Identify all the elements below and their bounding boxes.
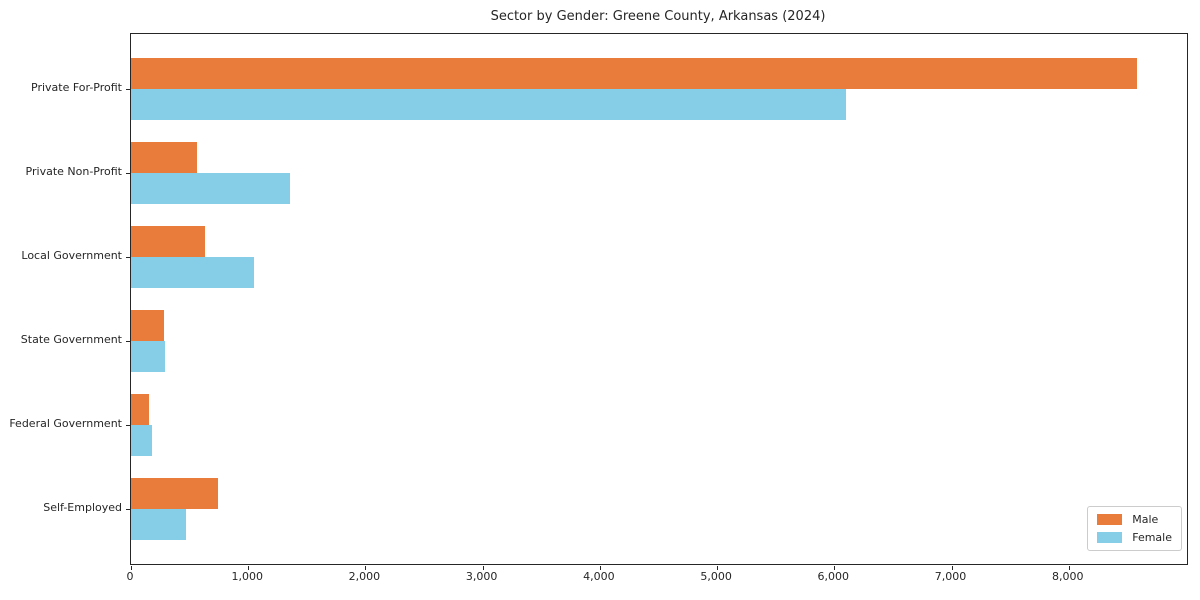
y-axis-label: Local Government [21, 249, 122, 262]
x-axis-tick-label: 0 [126, 570, 134, 583]
chart-title: Sector by Gender: Greene County, Arkansa… [490, 9, 826, 24]
legend-label-female: Female [1132, 531, 1172, 544]
y-axis-label: Private For-Profit [31, 81, 122, 94]
x-axis-tick [1068, 566, 1070, 570]
x-axis-tick [951, 566, 953, 570]
bar-female-category-1 [131, 173, 290, 204]
y-axis-label: Private Non-Profit [25, 165, 122, 178]
legend: Male Female [1087, 506, 1182, 551]
bar-female-category-2 [131, 257, 255, 288]
bar-male-category-5 [131, 478, 218, 509]
y-axis-tick [126, 89, 130, 90]
bar-male-category-0 [131, 58, 1137, 89]
bar-male-category-1 [131, 142, 198, 173]
x-axis-tick [717, 566, 719, 570]
x-axis-tick-label: 1,000 [231, 570, 263, 583]
legend-label-male: Male [1132, 513, 1159, 526]
y-axis-label: Federal Government [9, 417, 122, 430]
bar-female-category-5 [131, 509, 187, 540]
legend-row-female: Female [1097, 531, 1172, 544]
plot-area: Male Female [126, 33, 1188, 570]
x-axis-tick [131, 566, 132, 570]
x-axis-tick-label: 6,000 [817, 570, 850, 583]
y-axis-tick [126, 257, 130, 258]
x-axis-tick-label: 3,000 [465, 570, 498, 583]
x-axis-tick [248, 566, 250, 570]
y-axis-tick [126, 509, 130, 510]
bar-male-category-4 [131, 394, 150, 425]
bar-female-category-4 [131, 425, 153, 456]
x-axis-tick [482, 566, 484, 570]
x-axis-tick-label: 7,000 [934, 570, 967, 583]
x-axis-tick-label: 5,000 [700, 570, 732, 583]
x-axis-tick-label: 8,000 [1051, 570, 1084, 583]
bar-female-category-3 [131, 341, 165, 372]
x-axis-tick [365, 566, 367, 570]
x-axis-tick [599, 566, 601, 570]
y-axis-label: State Government [20, 333, 122, 346]
y-axis-tick [126, 341, 130, 342]
legend-row-male: Male [1097, 513, 1172, 526]
bar-male-category-2 [131, 226, 205, 257]
y-axis-label: Self-Employed [43, 501, 122, 514]
x-axis-tick-label: 2,000 [348, 570, 381, 583]
y-axis-tick [126, 425, 130, 426]
bar-male-category-3 [131, 310, 164, 341]
x-axis-tick-label: 4,000 [583, 570, 615, 583]
x-axis-tick [834, 566, 836, 570]
legend-swatch-male [1097, 514, 1123, 525]
legend-swatch-female [1097, 532, 1123, 543]
y-axis-tick [126, 173, 130, 174]
bar-female-category-0 [131, 89, 847, 120]
